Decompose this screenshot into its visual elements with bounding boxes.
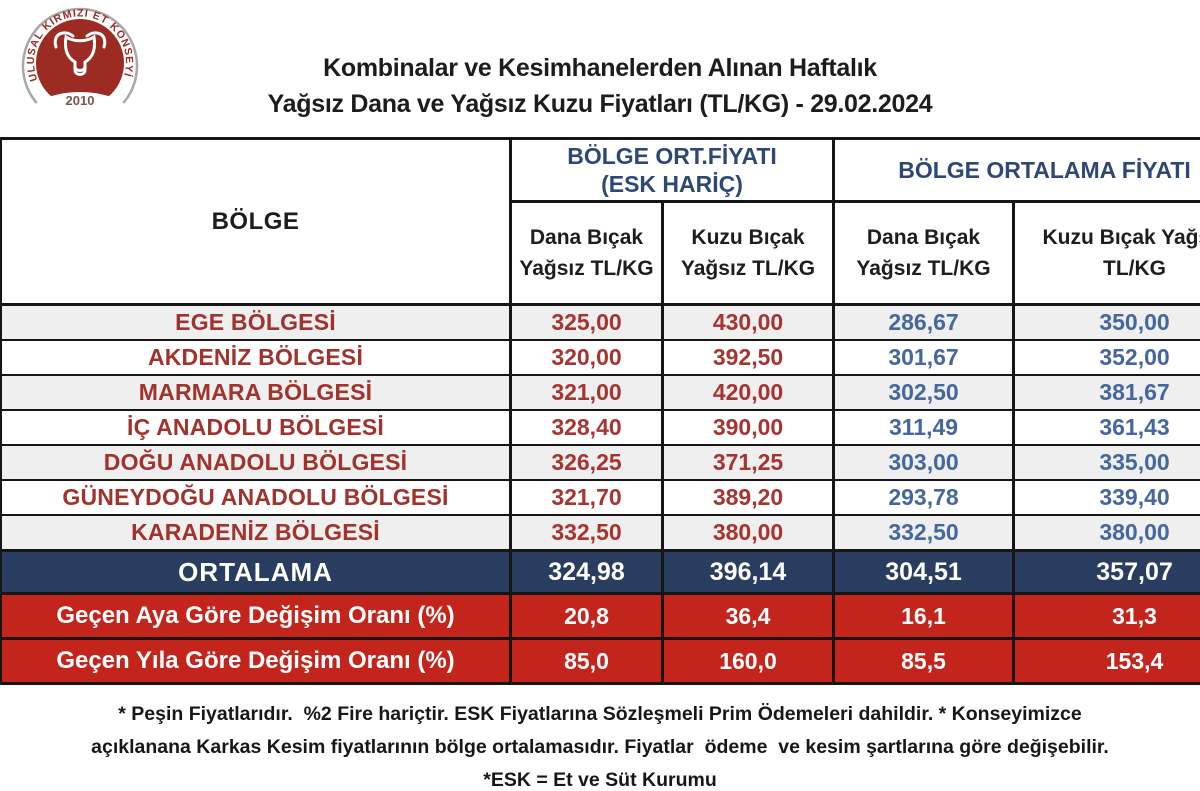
subheader-dana-esk: Dana Bıçak Yağsız TL/KG: [509, 200, 664, 306]
page-title-line2: Yağsız Dana ve Yağsız Kuzu Fiyatları (TL…: [267, 90, 933, 118]
subheader-line: TL/KG: [1103, 257, 1167, 280]
group-header-esk-line2: (ESK HARİÇ): [601, 171, 743, 197]
table-row-ic-anadolu: İÇ ANADOLU BÖLGESİ 328,40 390,00 311,49 …: [0, 409, 1200, 446]
subheader-kuzu-esk: Kuzu Bıçak Yağsız TL/KG: [660, 200, 836, 306]
price-cell: 390,00: [660, 409, 836, 446]
council-logo: ULUSAL KIRMIZI ET KONSEYİ 2010: [21, 7, 139, 127]
price-cell: 321,00: [509, 374, 664, 411]
region-name-cell: KARADENİZ BÖLGESİ: [0, 514, 512, 552]
price-cell: 335,00: [1012, 444, 1200, 481]
price-cell: 328,40: [509, 409, 664, 446]
group-header-ortalama: BÖLGE ORTALAMA FİYATI: [832, 137, 1200, 203]
change-value-cell: 160,0: [660, 637, 836, 685]
footnote-line-1: * Peşin Fiyatlarıdır. %2 Fire hariçtir. …: [118, 703, 1082, 725]
price-cell: 389,20: [660, 479, 836, 516]
page-title-line1: Kombinalar ve Kesimhanelerden Alınan Haf…: [323, 54, 877, 82]
change-label-cell: Geçen Yıla Göre Değişim Oranı (%): [0, 637, 512, 685]
region-name-cell: GÜNEYDOĞU ANADOLU BÖLGESİ: [0, 479, 512, 516]
average-row: ORTALAMA 324,98 396,14 304,51 357,07: [0, 549, 1200, 595]
subheader-line: Dana Bıçak: [866, 226, 981, 249]
subheader-dana-ortalama: Dana Bıçak Yağsız TL/KG: [832, 200, 1016, 306]
region-name-cell: AKDENİZ BÖLGESİ: [0, 339, 512, 376]
group-header-esk-haric: BÖLGE ORT.FİYATI (ESK HARİÇ): [508, 137, 836, 203]
group-header-row: BÖLGE BÖLGE ORT.FİYATI (ESK HARİÇ) BÖLGE…: [0, 137, 1200, 306]
price-cell: 286,67: [832, 303, 1016, 341]
table-row-ege: EGE BÖLGESİ 325,00 430,00 286,67 350,00: [0, 303, 1200, 341]
price-cell: 352,00: [1012, 339, 1200, 376]
change-value-cell: 85,5: [832, 637, 1016, 685]
logo-bottom-arc: [27, 92, 133, 127]
subheader-line: Kuzu Bıçak: [691, 226, 805, 249]
price-cell: 332,50: [509, 514, 664, 552]
table-row-guneydogu-anadolu: GÜNEYDOĞU ANADOLU BÖLGESİ 321,70 389,20 …: [0, 479, 1200, 516]
price-cell: 361,43: [1012, 409, 1200, 446]
price-cell: 380,00: [1012, 514, 1200, 552]
price-cell: 325,00: [509, 303, 664, 341]
group-header-esk-line1: BÖLGE ORT.FİYATI: [567, 143, 777, 169]
change-value-cell: 31,3: [1012, 592, 1200, 640]
price-cell: 321,70: [509, 479, 664, 516]
average-value-cell: 304,51: [832, 549, 1016, 595]
subheader-line: Yağsız TL/KG: [519, 257, 654, 280]
table-row-dogu-anadolu: DOĞU ANADOLU BÖLGESİ 326,25 371,25 303,0…: [0, 444, 1200, 481]
price-cell: 350,00: [1012, 303, 1200, 341]
region-column-header: BÖLGE: [0, 137, 512, 306]
subheader-line: Kuzu Bıçak Yağsız: [1042, 226, 1200, 249]
subheader-line: Yağsız TL/KG: [680, 257, 816, 280]
change-label-cell: Geçen Aya Göre Değişim Oranı (%): [0, 592, 512, 640]
change-value-cell: 20,8: [509, 592, 664, 640]
change-value-cell: 36,4: [660, 592, 836, 640]
price-cell: 371,25: [660, 444, 836, 481]
price-cell: 311,49: [832, 409, 1016, 446]
logo-year: 2010: [66, 93, 95, 108]
logo-red-disc: [36, 19, 124, 107]
price-cell: 430,00: [660, 303, 836, 341]
average-value-cell: 324,98: [509, 549, 664, 595]
region-name-cell: EGE BÖLGESİ: [0, 303, 512, 341]
change-row-monthly: Geçen Aya Göre Değişim Oranı (%) 20,8 36…: [0, 592, 1200, 640]
footnote-line-2: açıklanana Karkas Kesim fiyatlarının böl…: [91, 736, 1109, 758]
region-name-cell: MARMARA BÖLGESİ: [0, 374, 512, 411]
price-cell: 381,67: [1012, 374, 1200, 411]
change-value-cell: 16,1: [832, 592, 1016, 640]
table-row-marmara: MARMARA BÖLGESİ 321,00 420,00 302,50 381…: [0, 374, 1200, 411]
subheader-kuzu-ortalama: Kuzu Bıçak Yağsız TL/KG: [1012, 200, 1200, 306]
price-cell: 420,00: [660, 374, 836, 411]
subheader-line: Dana Bıçak: [529, 226, 644, 249]
group-header-ortalama-line1: BÖLGE ORTALAMA FİYATI: [898, 157, 1191, 183]
footnote-line-3: *ESK = Et ve Süt Kurumu: [483, 769, 717, 791]
page-title: Kombinalar ve Kesimhanelerden Alınan Haf…: [0, 0, 1200, 122]
price-cell: 392,50: [660, 339, 836, 376]
prices-table: BÖLGE BÖLGE ORT.FİYATI (ESK HARİÇ) BÖLGE…: [0, 137, 1200, 685]
footnotes: * Peşin Fiyatlarıdır. %2 Fire hariçtir. …: [0, 685, 1200, 791]
price-cell: 303,00: [832, 444, 1016, 481]
price-cell: 301,67: [832, 339, 1016, 376]
price-cell: 339,40: [1012, 479, 1200, 516]
average-value-cell: 357,07: [1012, 549, 1200, 595]
price-cell: 293,78: [832, 479, 1016, 516]
price-cell: 332,50: [832, 514, 1016, 552]
table-row-akdeniz: AKDENİZ BÖLGESİ 320,00 392,50 301,67 352…: [0, 339, 1200, 376]
region-name-cell: İÇ ANADOLU BÖLGESİ: [0, 409, 512, 446]
price-cell: 326,25: [509, 444, 664, 481]
region-name-cell: DOĞU ANADOLU BÖLGESİ: [0, 444, 512, 481]
bull-head-icon: [53, 31, 107, 76]
price-cell: 320,00: [509, 339, 664, 376]
header: ULUSAL KIRMIZI ET KONSEYİ 2010 Kombinala…: [0, 0, 1200, 137]
change-row-yearly: Geçen Yıla Göre Değişim Oranı (%) 85,0 1…: [0, 637, 1200, 685]
sub-header-row: Dana Bıçak Yağsız TL/KG Kuzu Bıçak Yağsı…: [1, 200, 1200, 306]
change-value-cell: 153,4: [1012, 637, 1200, 685]
change-value-cell: 85,0: [509, 637, 664, 685]
average-value-cell: 396,14: [660, 549, 836, 595]
price-cell: 380,00: [660, 514, 836, 552]
price-cell: 302,50: [832, 374, 1016, 411]
table-row-karadeniz: KARADENİZ BÖLGESİ 332,50 380,00 332,50 3…: [0, 514, 1200, 552]
subheader-line: Yağsız TL/KG: [856, 257, 991, 280]
average-label-cell: ORTALAMA: [0, 549, 512, 595]
